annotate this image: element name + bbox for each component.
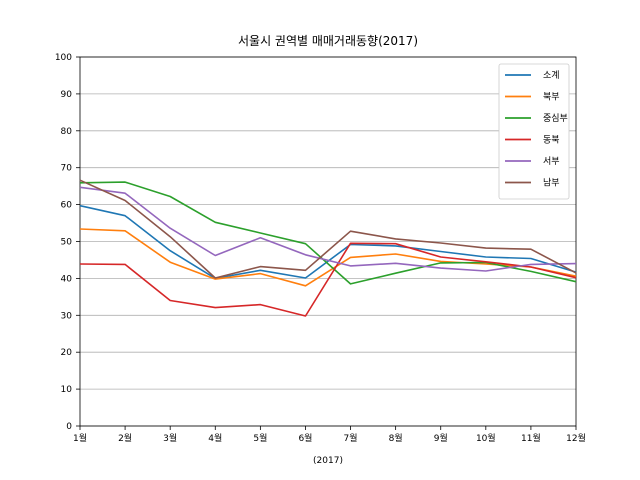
plot-frame	[79, 56, 577, 427]
axes: 0 10 20 30 40 50 60 70 80 90 100 1월 2월 3월 4월 5월 6월 7월 8월 9월…	[55, 53, 586, 444]
y-tick-label: 10	[61, 385, 73, 395]
legend-box	[498, 63, 570, 200]
series-line-1	[79, 204, 577, 280]
y-tick-label: 90	[61, 90, 73, 100]
y-tick-label: 70	[61, 164, 73, 174]
series-line-3	[79, 181, 577, 285]
legend-label: 남부	[543, 178, 560, 189]
x-tick-label: 7월	[344, 432, 358, 444]
x-tick-label: 2월	[118, 432, 132, 444]
x-tick-label: 10월	[476, 432, 496, 444]
y-tick-label: 100	[55, 53, 72, 63]
chart-title: 서울시 권역별 매매거래동향(2017)	[238, 34, 418, 48]
legend-label: 서부	[543, 156, 560, 167]
series-line-5	[79, 186, 577, 272]
x-tick-label: 5월	[253, 432, 267, 444]
y-tick-label: 0	[66, 422, 72, 432]
legend-label: 중심부	[543, 113, 568, 124]
y-tick-label: 60	[61, 201, 73, 211]
x-tick-label: 8월	[389, 432, 403, 444]
x-tick-label: 11월	[521, 432, 541, 444]
x-tick-label: 4월	[208, 432, 222, 444]
series-line-4	[79, 242, 577, 317]
legend-label: 북부	[543, 92, 560, 103]
y-tick-label: 20	[61, 348, 73, 358]
legend-label: 소계	[543, 69, 560, 81]
x-axis-label: (2017)	[313, 456, 343, 466]
y-tick-label: 50	[61, 238, 73, 248]
x-tick-label: 3월	[163, 432, 177, 444]
x-tick-label: 12월	[566, 432, 586, 444]
legend-label: 동북	[543, 135, 560, 146]
y-tick-label: 40	[61, 274, 73, 284]
x-tick-label: 6월	[298, 432, 312, 444]
x-tick-label: 9월	[434, 432, 448, 444]
y-tick-label: 30	[61, 311, 73, 321]
x-tick-label: 1월	[73, 432, 87, 444]
y-tick-label: 80	[61, 127, 73, 137]
series-lines	[79, 179, 577, 317]
series-line-6	[79, 179, 577, 279]
